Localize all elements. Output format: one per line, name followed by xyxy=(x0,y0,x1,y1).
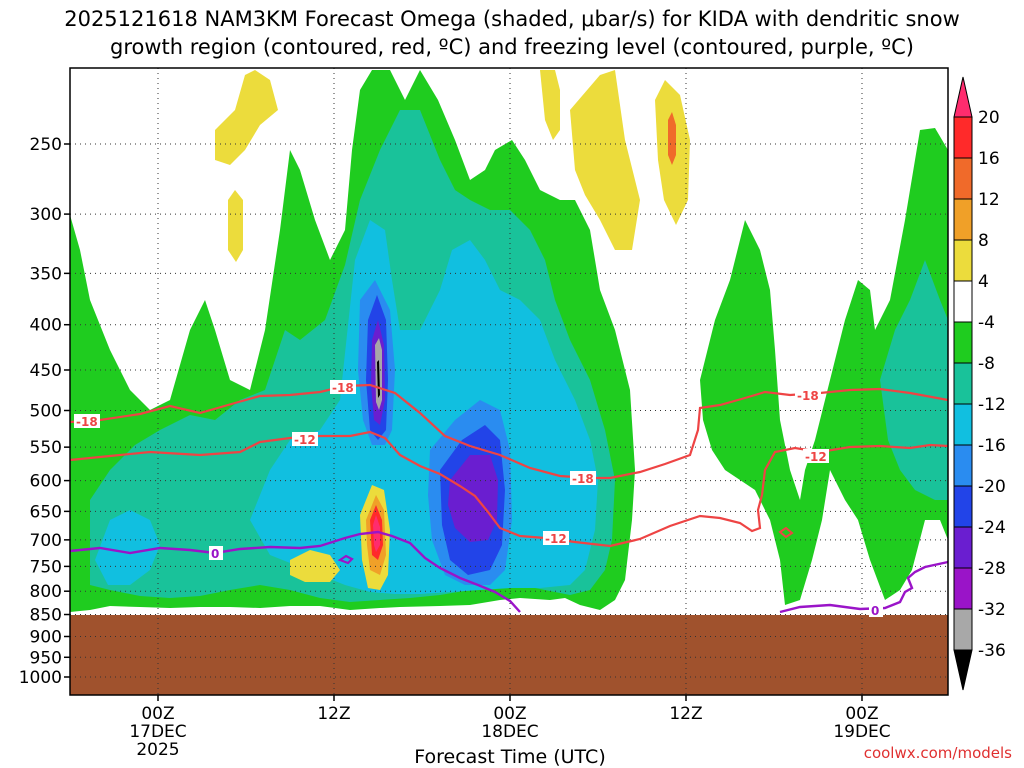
colorbar-label: -12 xyxy=(978,395,1006,415)
contour-labels: -18 -18 -18 -18 -12 -12 -12 0 0 xyxy=(74,380,883,618)
y-tick-label: 650 xyxy=(30,502,62,522)
y-tick-label: 800 xyxy=(30,582,62,602)
colorbar-label: -36 xyxy=(978,641,1006,661)
contour-label-minus18-right: -18 xyxy=(572,472,594,486)
omega-shading xyxy=(70,70,948,612)
x-axis-label: Forecast Time (UTC) xyxy=(414,746,605,768)
omega-teal-region-right xyxy=(880,260,948,500)
colorbar-label: -8 xyxy=(978,354,995,374)
contour-label-minus12-mid: -12 xyxy=(545,532,567,546)
colorbar-segment xyxy=(953,567,973,610)
colorbar-label: 16 xyxy=(978,149,1000,169)
y-axis: 2503003504004505005506006507007508008509… xyxy=(19,135,70,688)
colorbar-label: -20 xyxy=(978,477,1006,497)
omega-green-region-right xyxy=(700,128,948,605)
contour-freezing-0-loop xyxy=(337,554,354,565)
colorbar-segment xyxy=(953,321,973,364)
contour-label-minus18-far: -18 xyxy=(797,389,819,403)
colorbar-segment xyxy=(953,116,973,159)
y-tick-label: 900 xyxy=(30,627,62,647)
x-tick-date-label: 18DEC xyxy=(481,722,538,742)
contour-label-minus12-left: -12 xyxy=(294,433,316,447)
x-tick-date-label: 19DEC xyxy=(833,722,890,742)
colorbar-label: -28 xyxy=(978,559,1006,579)
colorbar-label: -32 xyxy=(978,600,1006,620)
x-tick-label: 00Z xyxy=(845,704,878,724)
y-tick-label: 450 xyxy=(30,361,62,381)
chart-title-line1: 2025121618 NAM3KM Forecast Omega (shaded… xyxy=(64,7,960,31)
contour-label-zero-left: 0 xyxy=(211,547,219,561)
y-tick-label: 600 xyxy=(30,472,62,492)
colorbar-label: 4 xyxy=(978,272,989,292)
colorbar-label: -24 xyxy=(978,518,1006,538)
omega-yellow-region-5 xyxy=(228,190,243,262)
colorbar: 20 16 12 8 4 -4 -8 -12 -16 -20 -24 -28 -32 -36 xyxy=(953,76,1006,691)
plot-frame xyxy=(69,67,949,696)
contour-label-minus18-left: -18 xyxy=(76,415,98,429)
colorbar-label: 20 xyxy=(978,108,1000,128)
contour-freezing-0-right xyxy=(779,560,949,614)
colorbar-segment xyxy=(953,526,973,569)
contour-freezing-0 xyxy=(69,530,521,613)
y-tick-label: 700 xyxy=(30,531,62,551)
y-tick-label: 1000 xyxy=(19,668,62,688)
colorbar-segment xyxy=(953,403,973,446)
y-tick-label: 300 xyxy=(30,205,62,225)
colorbar-label: -16 xyxy=(978,436,1006,456)
x-tick-year-label: 2025 xyxy=(136,740,179,760)
colorbar-segment xyxy=(953,239,973,282)
y-tick-label: 750 xyxy=(30,557,62,577)
chart-title-line2: growth region (contoured, red, ºC) and f… xyxy=(110,35,914,59)
x-tick-label: 00Z xyxy=(493,704,526,724)
y-tick-label: 400 xyxy=(30,316,62,336)
x-tick-label: 12Z xyxy=(317,704,350,724)
x-tick-label: 00Z xyxy=(141,704,174,724)
colorbar-segment xyxy=(953,485,973,528)
colorbar-segment xyxy=(953,280,973,323)
y-tick-label: 950 xyxy=(30,648,62,668)
colorbar-label: -4 xyxy=(978,313,995,333)
contour-dendritic-minus18 xyxy=(69,383,949,480)
omega-yellow-region-3 xyxy=(570,70,640,250)
x-tick-label: 12Z xyxy=(669,704,702,724)
colorbar-label: 12 xyxy=(978,190,1000,210)
contour-label-minus18-mid: -18 xyxy=(332,381,354,395)
colorbar-segment xyxy=(953,198,973,241)
colorbar-bottom-arrow xyxy=(953,649,973,691)
plot-area: -18 -18 -18 -18 -12 -12 -12 0 0 xyxy=(69,67,949,696)
y-tick-label: 550 xyxy=(30,438,62,458)
contour-label-minus12-right: -12 xyxy=(805,450,827,464)
y-tick-label: 500 xyxy=(30,402,62,422)
omega-yellow-region-2 xyxy=(540,70,560,140)
y-tick-label: 350 xyxy=(30,264,62,284)
terrain-fill xyxy=(70,615,948,695)
omega-purple-region xyxy=(371,320,498,542)
colorbar-segment xyxy=(953,608,973,651)
colorbar-top-arrow xyxy=(953,76,973,118)
colorbar-segment xyxy=(953,362,973,405)
omega-yellow-region-1 xyxy=(215,70,278,165)
omega-magenta-core xyxy=(373,515,380,552)
contour-label-zero-right: 0 xyxy=(871,604,879,618)
colorbar-segment xyxy=(953,157,973,200)
credit-text: coolwx.com/models xyxy=(864,744,1012,762)
y-tick-label: 250 xyxy=(30,135,62,155)
contour-dendritic-loop xyxy=(778,526,794,539)
omega-orange-right xyxy=(668,112,676,165)
colorbar-segment xyxy=(953,444,973,487)
x-tick-date-label: 17DEC xyxy=(129,722,186,742)
y-tick-label: 850 xyxy=(30,606,62,626)
colorbar-label: 8 xyxy=(978,231,989,251)
